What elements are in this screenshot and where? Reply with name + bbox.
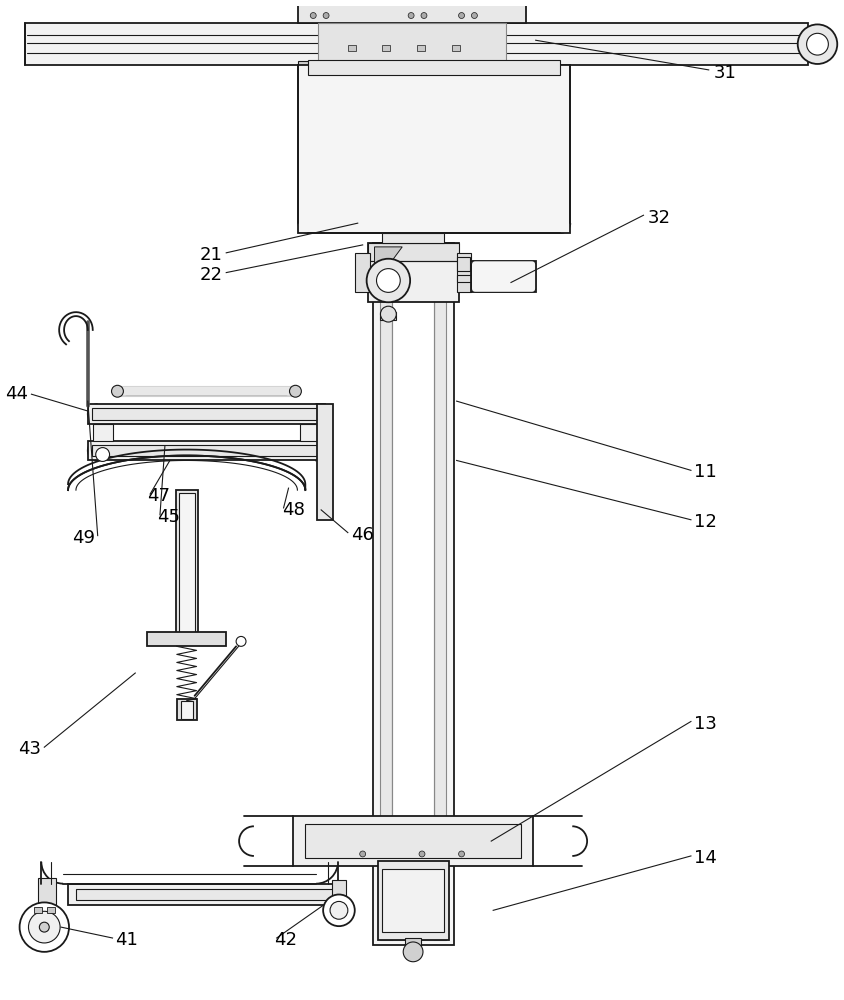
Circle shape [458, 851, 464, 857]
Circle shape [798, 24, 837, 64]
Circle shape [381, 306, 397, 322]
Circle shape [323, 13, 329, 18]
Bar [68, 884, 345, 905]
Text: 22: 22 [199, 266, 222, 284]
Text: 41: 41 [116, 931, 138, 949]
Circle shape [366, 259, 410, 302]
Bar [472, 261, 536, 292]
Bar [377, 861, 449, 940]
Bar [76, 889, 337, 900]
Bar [452, 45, 460, 51]
Text: 47: 47 [147, 487, 170, 505]
Bar [382, 233, 444, 243]
Circle shape [236, 636, 246, 646]
Text: 49: 49 [72, 529, 95, 547]
Bar [457, 253, 472, 292]
Bar [318, 23, 506, 65]
Bar [300, 424, 320, 441]
Bar [457, 275, 479, 282]
Bar [405, 938, 421, 946]
Bar [434, 248, 446, 940]
Circle shape [458, 13, 464, 18]
Bar [381, 248, 392, 940]
Bar [38, 878, 57, 907]
Circle shape [311, 13, 316, 18]
Bar [299, 61, 312, 69]
Text: 11: 11 [694, 463, 717, 481]
Circle shape [807, 33, 828, 55]
Bar [88, 441, 325, 460]
Circle shape [289, 385, 301, 397]
Bar [24, 23, 808, 65]
Bar [372, 243, 453, 945]
Bar [88, 404, 325, 424]
Text: 31: 31 [714, 64, 737, 82]
Circle shape [472, 13, 478, 18]
Bar [92, 445, 322, 456]
Circle shape [19, 902, 69, 952]
Circle shape [376, 269, 400, 292]
Text: 12: 12 [694, 513, 717, 531]
Circle shape [330, 901, 348, 919]
Bar [147, 632, 226, 646]
Text: 14: 14 [694, 849, 717, 867]
Bar [176, 490, 197, 638]
Bar [179, 493, 195, 635]
Bar [392, 248, 434, 940]
Bar [382, 45, 391, 51]
Circle shape [408, 13, 414, 18]
Circle shape [360, 851, 365, 857]
Text: 46: 46 [351, 526, 374, 544]
Text: 42: 42 [273, 931, 297, 949]
Bar [417, 45, 425, 51]
Bar [348, 45, 356, 51]
Text: 45: 45 [157, 508, 180, 526]
Bar [176, 699, 197, 720]
Circle shape [403, 942, 423, 962]
Text: 13: 13 [694, 715, 717, 733]
Bar [93, 424, 112, 441]
Text: 44: 44 [5, 385, 29, 403]
Bar [382, 869, 444, 932]
Polygon shape [375, 247, 403, 284]
Circle shape [421, 13, 427, 18]
Bar [457, 257, 470, 271]
Bar [294, 816, 533, 866]
Bar [299, 65, 571, 233]
Bar [332, 880, 346, 897]
Text: 32: 32 [647, 209, 670, 227]
Circle shape [111, 385, 123, 397]
Bar [306, 824, 521, 858]
Bar [308, 60, 560, 75]
Bar [512, 61, 526, 69]
Text: 43: 43 [19, 740, 41, 758]
Bar [181, 701, 192, 719]
FancyBboxPatch shape [472, 261, 536, 292]
Bar [92, 408, 322, 420]
Bar [368, 243, 458, 302]
Circle shape [95, 448, 110, 461]
Circle shape [419, 851, 425, 857]
Bar [317, 404, 333, 520]
Bar [328, 905, 349, 913]
Bar [381, 312, 397, 320]
Circle shape [29, 911, 60, 943]
Bar [35, 907, 42, 913]
Text: 21: 21 [199, 246, 222, 264]
Circle shape [40, 922, 49, 932]
Bar [47, 907, 55, 913]
Bar [368, 243, 458, 261]
Circle shape [323, 895, 354, 926]
Text: 48: 48 [282, 501, 305, 519]
Bar [299, 2, 526, 23]
Bar [354, 253, 370, 292]
